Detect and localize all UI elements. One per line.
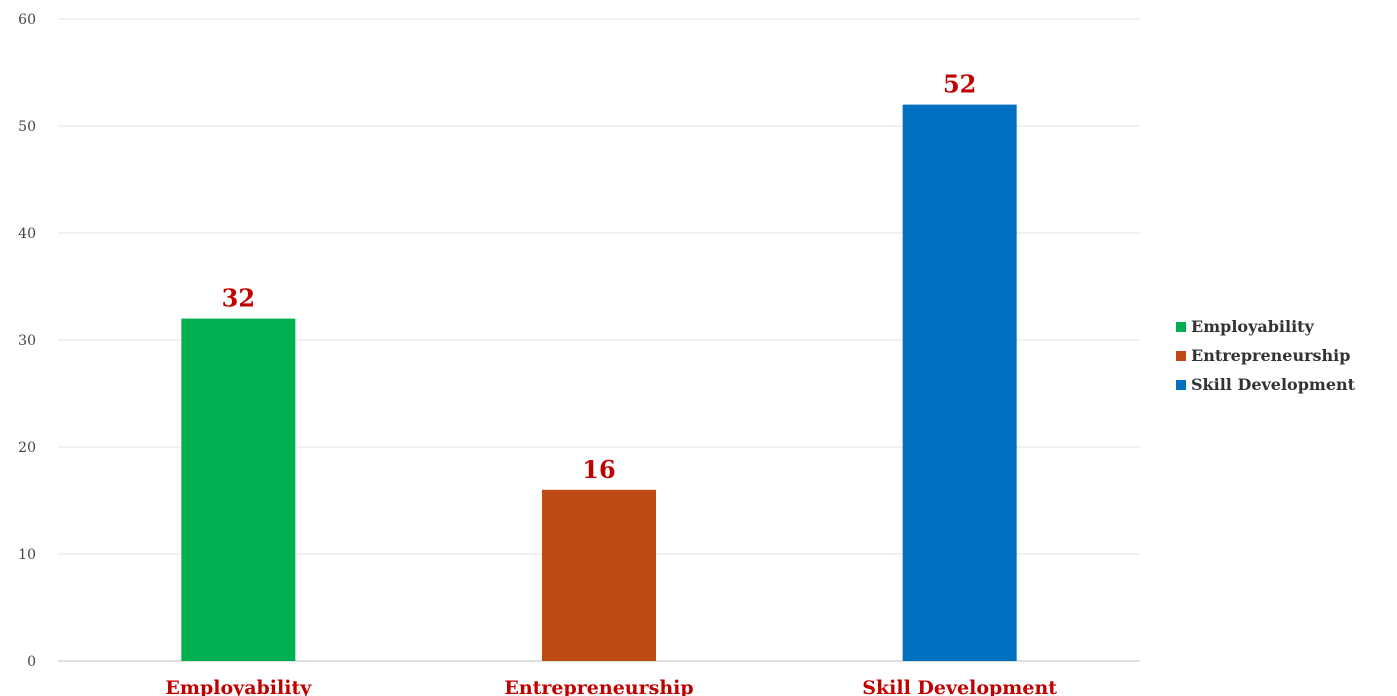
data-label-entrepreneurship: 16 [582, 455, 615, 484]
y-tick-label-0: 0 [27, 654, 36, 670]
legend-swatch-entrepreneurship [1176, 351, 1186, 361]
data-label-skill-development: 52 [943, 70, 976, 99]
legend-swatch-employability [1176, 322, 1186, 332]
legend: Employability Entrepreneurship Skill Devel… [1176, 317, 1356, 394]
data-labels: 32 16 52 [222, 70, 977, 484]
legend-item-employability: Employability [1191, 317, 1315, 336]
bar-skill-development [902, 104, 1017, 662]
bar-employability [181, 318, 296, 661]
y-axis-ticks: 0 10 20 30 40 50 60 [18, 12, 36, 670]
legend-swatch-skill-development [1176, 380, 1186, 390]
bar-entrepreneurship [542, 489, 656, 661]
y-tick-label-20: 20 [18, 440, 36, 456]
legend-item-skill-development: Skill Development [1191, 375, 1356, 394]
data-label-employability: 32 [222, 284, 255, 313]
bars [181, 104, 1017, 662]
y-tick-label-40: 40 [18, 226, 36, 242]
x-tick-label-skill-development: Skill Development [862, 677, 1057, 696]
y-tick-label-60: 60 [18, 12, 36, 28]
y-tick-label-30: 30 [18, 333, 36, 349]
y-tick-label-10: 10 [18, 547, 36, 563]
y-tick-label-50: 50 [18, 119, 36, 135]
x-axis-labels: Employability Entrepreneurship Skill Devel… [165, 677, 1057, 696]
x-tick-label-entrepreneurship: Entrepreneurship [504, 677, 693, 696]
x-tick-label-employability: Employability [165, 677, 312, 696]
legend-item-entrepreneurship: Entrepreneurship [1191, 346, 1350, 365]
